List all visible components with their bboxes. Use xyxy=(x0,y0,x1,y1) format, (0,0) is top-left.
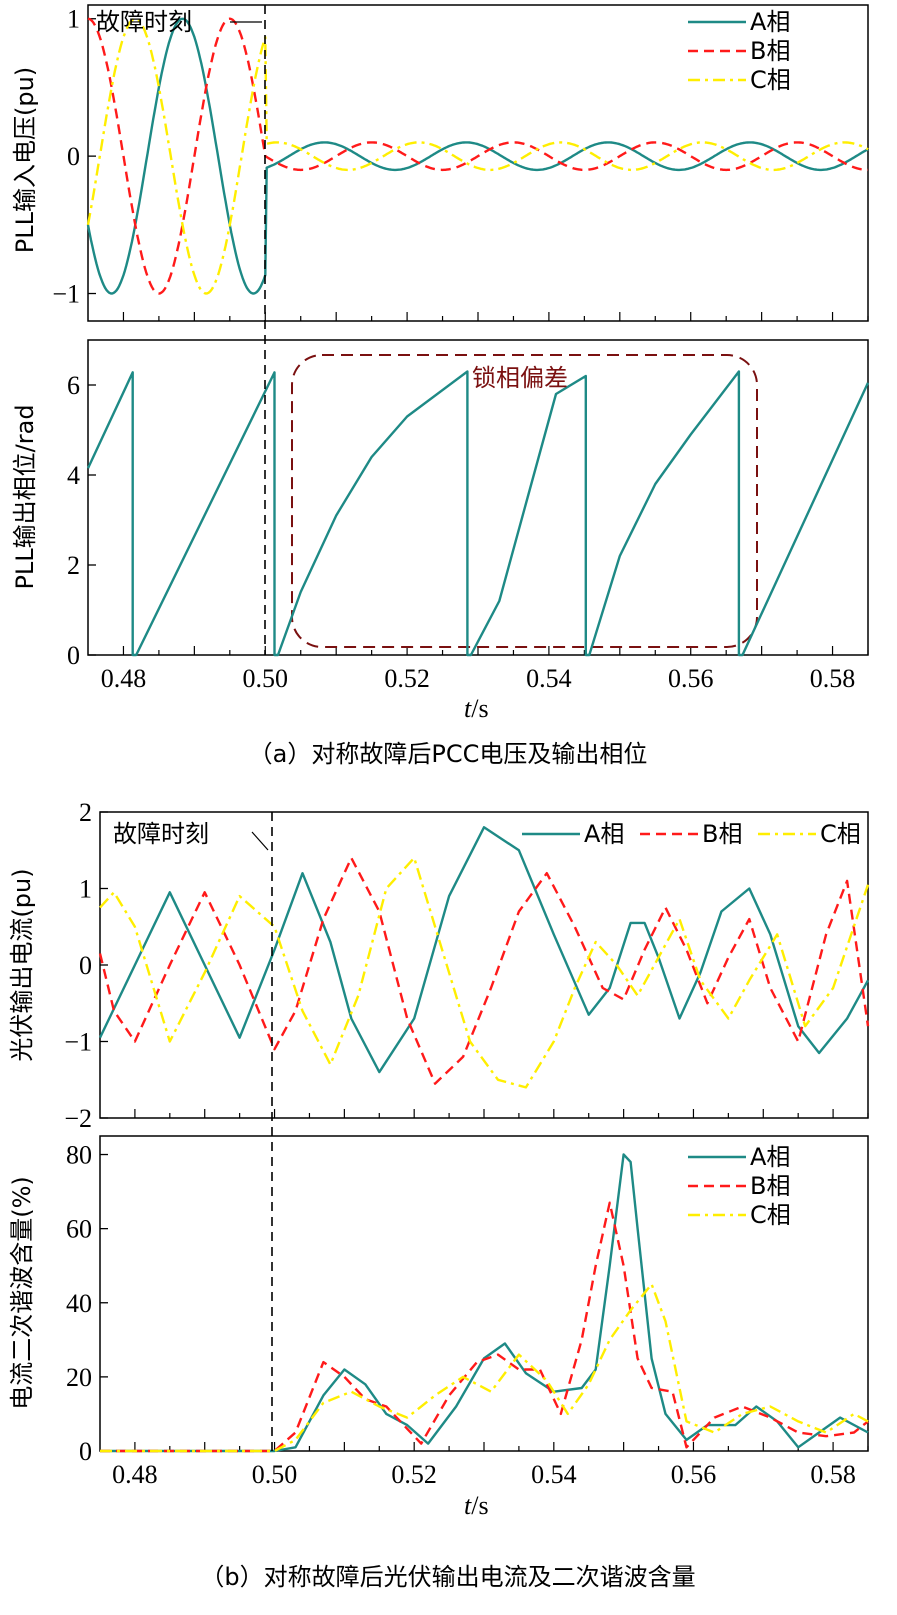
panel-b-top: 2 1 0 −1 −2 故障时刻 A相 B相 C相 光伏输出电流(pu) xyxy=(8,798,870,1133)
y-axis-label-b-bottom: 电流二次谐波含量(%) xyxy=(8,1176,36,1410)
x-tick-label: 0.54 xyxy=(531,1460,577,1489)
y-tick-label: 0 xyxy=(79,951,92,980)
y-axis-label-a-bottom: PLL输出相位/rad xyxy=(11,404,39,589)
y-tick-label: −1 xyxy=(52,280,80,309)
y-axis-label-b-top: 光伏输出电流(pu) xyxy=(8,868,36,1061)
legend-label-b: B相 xyxy=(750,1172,790,1200)
series-line-a xyxy=(98,826,870,1074)
legend-label-c: C相 xyxy=(750,1201,791,1229)
y-tick-label: 1 xyxy=(67,5,80,34)
legend-label-b: B相 xyxy=(702,820,742,848)
x-tick-label: 0.52 xyxy=(391,1460,437,1489)
x-tick-label: 0.48 xyxy=(101,664,147,693)
y-tick-label: 80 xyxy=(66,1141,92,1170)
y-tick-label: −2 xyxy=(64,1104,92,1133)
legend-label-c: C相 xyxy=(820,820,861,848)
y-tick-label: 1 xyxy=(79,875,92,904)
x-tick-label: 0.48 xyxy=(112,1460,158,1489)
x-tick-label: 0.50 xyxy=(252,1460,298,1489)
x-axis-symbol-b: t xyxy=(464,1491,472,1520)
series-line-a xyxy=(100,1153,869,1453)
fault-time-pointer-b xyxy=(251,831,269,851)
series-line-c xyxy=(86,17,869,295)
legend-label-a: A相 xyxy=(584,820,624,848)
legend-label-a: A相 xyxy=(750,8,790,36)
y-tick-label: 6 xyxy=(67,371,80,400)
x-tick-label: 0.52 xyxy=(384,664,430,693)
series-line-a xyxy=(86,17,869,295)
y-tick-label: 2 xyxy=(79,798,92,827)
legend-label-a: A相 xyxy=(750,1143,790,1171)
panel-a-bottom: 6 4 2 0 0.48 0.50 0.52 0.54 0.56 0.58 锁相偏差 PLL输出相… xyxy=(11,339,870,723)
series-line-b xyxy=(100,1201,869,1453)
series-line-c xyxy=(100,1282,869,1453)
x-tick-label: 0.58 xyxy=(810,1460,856,1489)
fault-time-label-a: 故障时刻 xyxy=(96,8,192,36)
y-tick-label: 20 xyxy=(66,1363,92,1392)
y-tick-label: 4 xyxy=(67,461,80,490)
legend-label-b: B相 xyxy=(750,37,790,65)
y-tick-label: 60 xyxy=(66,1215,92,1244)
y-axis-label-a-top: PLL输入电压(pu) xyxy=(11,67,39,253)
x-tick-label: 0.56 xyxy=(671,1460,717,1489)
x-axis-unit-b: /s xyxy=(471,1491,488,1520)
fault-time-label-b: 故障时刻 xyxy=(113,820,209,848)
x-axis-unit-a: /s xyxy=(471,694,488,723)
y-tick-label: 0 xyxy=(67,142,80,171)
series-line-b xyxy=(98,856,870,1085)
y-tick-label: 2 xyxy=(67,551,80,580)
x-tick-label: 0.58 xyxy=(810,664,856,693)
x-tick-label: 0.56 xyxy=(668,664,714,693)
series-line-b xyxy=(87,17,869,295)
y-tick-label: 0 xyxy=(79,1437,92,1466)
x-axis-label-b: t/s xyxy=(464,1491,489,1520)
y-tick-label: 0 xyxy=(67,641,80,670)
legend-label-c: C相 xyxy=(750,66,791,94)
panel-b-bottom: 80 60 40 20 0 0.48 0.50 0.52 0.54 0.56 0.58 A相B相C相… xyxy=(8,1135,869,1520)
x-tick-label: 0.50 xyxy=(243,664,289,693)
phase-bias-box xyxy=(291,354,758,648)
caption-b: （b）对称故障后光伏输出电流及二次谐波含量 xyxy=(200,1563,695,1591)
series-line-a xyxy=(86,370,870,657)
series-line-c xyxy=(99,856,870,1089)
x-axis-label-a: t/s xyxy=(464,694,489,723)
y-tick-label: 40 xyxy=(66,1289,92,1318)
y-tick-label: −1 xyxy=(64,1028,92,1057)
x-axis-symbol-a: t xyxy=(464,694,472,723)
caption-a: （a）对称故障后PCC电压及输出相位 xyxy=(249,740,648,768)
plot-frame-b-top xyxy=(99,811,869,1119)
x-tick-label: 0.54 xyxy=(526,664,572,693)
phase-bias-label: 锁相偏差 xyxy=(472,364,568,392)
